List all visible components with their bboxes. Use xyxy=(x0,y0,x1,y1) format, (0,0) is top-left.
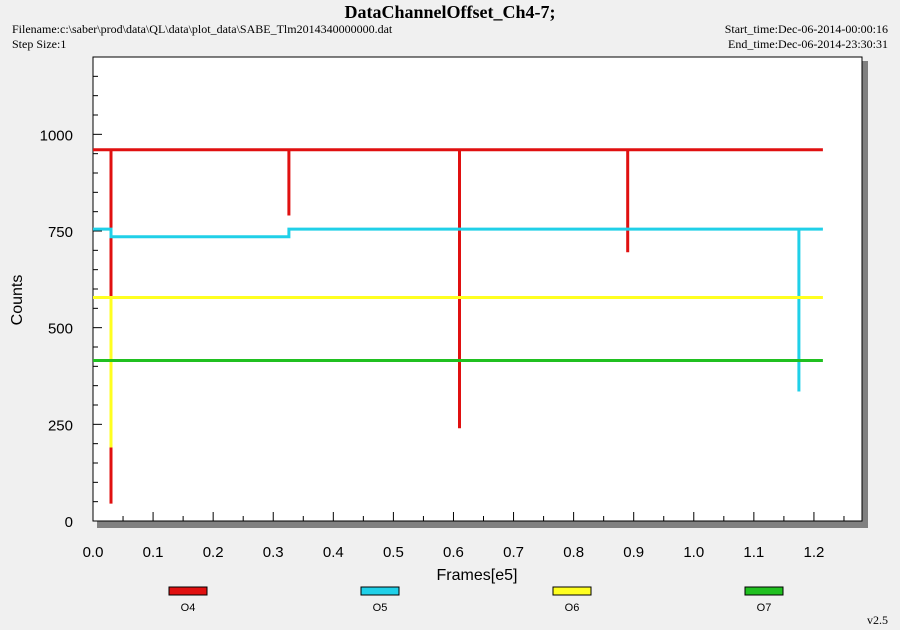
end-time-label: End_time:Dec-06-2014-23:30:31 xyxy=(728,37,888,51)
legend-swatch-o4 xyxy=(168,586,208,596)
x-tick-label: 0.1 xyxy=(143,544,164,561)
series-line-o5 xyxy=(93,227,823,392)
x-tick-label: 0.3 xyxy=(263,544,284,561)
x-axis-label: Frames[e5] xyxy=(437,567,518,584)
legend-label-o5: O5 xyxy=(373,602,388,614)
x-tick-label: 0.4 xyxy=(323,544,344,561)
x-tick-label: 0.2 xyxy=(203,544,224,561)
y-tick-label: 1000 xyxy=(40,127,73,144)
series-line-o6 xyxy=(93,296,823,448)
plot-area xyxy=(92,56,863,522)
x-tick-label: 0.5 xyxy=(383,544,404,561)
legend-swatch-o7 xyxy=(744,586,784,596)
x-tick-label: 0.0 xyxy=(83,544,104,561)
x-tick-label: 1.1 xyxy=(743,544,764,561)
legend-label-o4: O4 xyxy=(181,602,196,614)
y-tick-label: 0 xyxy=(65,514,73,531)
y-tick-label: 250 xyxy=(48,417,73,434)
x-tick-label: 1.2 xyxy=(804,544,825,561)
x-tick-label: 1.0 xyxy=(683,544,704,561)
y-axis-label: Counts xyxy=(9,275,26,326)
legend-label-o7: O7 xyxy=(757,602,772,614)
version-label: v2.5 xyxy=(867,613,888,627)
step-size-label: Step Size:1 xyxy=(12,37,67,51)
y-tick-label: 500 xyxy=(48,321,73,338)
legend-swatch-o5 xyxy=(360,586,400,596)
x-tick-label: 0.8 xyxy=(563,544,584,561)
x-tick-label: 0.9 xyxy=(623,544,644,561)
legend-label-o6: O6 xyxy=(565,602,580,614)
x-tick-label: 0.7 xyxy=(503,544,524,561)
y-tick-label: 750 xyxy=(48,224,73,241)
x-tick-label: 0.6 xyxy=(443,544,464,561)
start-time-label: Start_time:Dec-06-2014-00:00:16 xyxy=(724,22,888,36)
filename-label: Filename:c:\saber\prod\data\QL\data\plot… xyxy=(12,22,393,36)
legend-swatch-o6 xyxy=(552,586,592,596)
chart-title: DataChannelOffset_Ch4-7; xyxy=(344,2,556,22)
